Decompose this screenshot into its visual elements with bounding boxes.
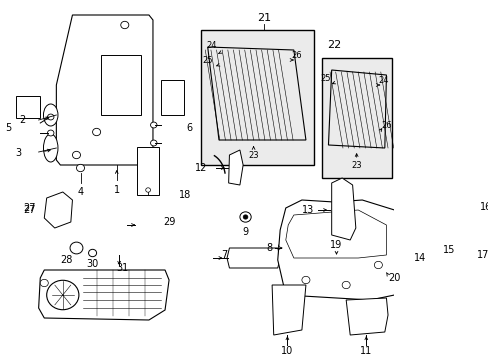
Text: 23: 23 — [350, 161, 361, 170]
Text: 23: 23 — [248, 150, 258, 159]
Text: 30: 30 — [86, 259, 99, 269]
Polygon shape — [39, 270, 169, 320]
Text: 11: 11 — [360, 346, 372, 356]
Circle shape — [374, 261, 382, 269]
Text: 24: 24 — [378, 76, 388, 85]
Bar — [101, 55, 141, 115]
Polygon shape — [44, 192, 72, 228]
Circle shape — [46, 280, 79, 310]
Circle shape — [150, 140, 157, 146]
Circle shape — [342, 281, 349, 289]
Circle shape — [405, 214, 418, 226]
Text: 9: 9 — [242, 227, 248, 237]
Text: 20: 20 — [387, 273, 400, 283]
Polygon shape — [56, 15, 153, 165]
Bar — [322, 58, 391, 178]
Circle shape — [278, 252, 283, 256]
Text: 4: 4 — [77, 187, 83, 197]
Circle shape — [72, 151, 81, 159]
Bar — [161, 80, 183, 115]
Text: 13: 13 — [301, 205, 313, 215]
Circle shape — [243, 215, 247, 219]
Bar — [137, 147, 159, 195]
Circle shape — [278, 244, 283, 248]
Text: 26: 26 — [290, 50, 301, 59]
Polygon shape — [346, 298, 387, 335]
Text: 26: 26 — [380, 121, 391, 130]
Ellipse shape — [43, 134, 58, 162]
Circle shape — [150, 122, 157, 128]
Circle shape — [70, 242, 83, 254]
Circle shape — [240, 212, 251, 222]
Bar — [283, 223, 292, 241]
Circle shape — [121, 21, 128, 29]
Circle shape — [47, 114, 54, 120]
Text: 7: 7 — [221, 250, 227, 260]
Text: 22: 22 — [326, 40, 341, 50]
Text: 16: 16 — [480, 202, 488, 212]
Ellipse shape — [43, 104, 58, 126]
Text: 3: 3 — [16, 148, 21, 158]
Text: 14: 14 — [413, 253, 426, 263]
Text: 15: 15 — [442, 245, 454, 255]
Circle shape — [47, 130, 54, 136]
Text: 27: 27 — [23, 205, 35, 215]
Polygon shape — [277, 200, 398, 300]
Circle shape — [430, 201, 445, 215]
Text: 12: 12 — [195, 163, 207, 173]
Circle shape — [40, 279, 48, 287]
Circle shape — [76, 164, 84, 172]
Text: 6: 6 — [186, 123, 192, 133]
Polygon shape — [228, 150, 243, 185]
Polygon shape — [331, 178, 355, 240]
Text: 1: 1 — [113, 185, 120, 195]
Text: 27: 27 — [24, 203, 36, 213]
Bar — [16, 96, 40, 118]
Text: 24: 24 — [206, 41, 217, 50]
Text: 5: 5 — [5, 123, 11, 133]
Circle shape — [92, 128, 101, 136]
Text: 17: 17 — [476, 250, 488, 260]
Polygon shape — [226, 248, 280, 268]
Polygon shape — [271, 285, 305, 335]
Text: 31: 31 — [116, 263, 128, 273]
Text: 10: 10 — [281, 346, 293, 356]
Text: 18: 18 — [179, 190, 191, 200]
Text: 29: 29 — [163, 217, 175, 227]
Bar — [201, 30, 313, 165]
Text: 8: 8 — [265, 243, 271, 253]
Text: 19: 19 — [330, 240, 342, 250]
Text: 25: 25 — [320, 73, 331, 82]
Circle shape — [88, 249, 97, 257]
Text: 25: 25 — [202, 55, 212, 64]
Text: 21: 21 — [257, 13, 270, 23]
Text: 28: 28 — [60, 255, 72, 265]
Text: 2: 2 — [20, 115, 25, 125]
Circle shape — [301, 276, 309, 284]
Circle shape — [145, 188, 150, 192]
